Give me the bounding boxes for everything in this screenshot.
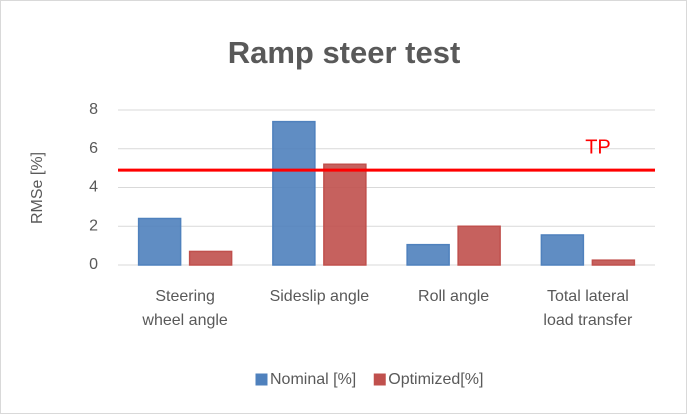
legend-label: Optimized[%] [388,371,483,388]
legend-label: Nominal [%] [270,371,356,388]
y-axis-label: RMSe [%] [29,152,46,224]
bar [591,259,636,266]
x-tick-label: Sideslip angle [269,288,370,305]
bar [323,163,367,266]
bar [137,217,182,266]
x-tick-label: Total lateral load transfer [543,288,633,329]
y-tick-label: 2 [89,217,98,234]
y-tick-label: 4 [89,179,98,196]
x-tick-label: Roll angle [418,288,490,305]
bar [272,120,316,266]
bar [406,243,450,266]
legend-swatch [373,373,386,386]
bar [540,234,585,266]
y-tick-label: 8 [89,101,98,118]
y-tick-label: 0 [89,256,98,273]
y-tick-label: 6 [89,140,98,157]
x-tick-label: Steering wheel angle [142,288,228,329]
threshold-label: TP [585,136,611,158]
bar [457,225,501,266]
chart-title: Ramp steer test [228,35,461,70]
bar [188,250,233,266]
legend-swatch [255,373,268,386]
